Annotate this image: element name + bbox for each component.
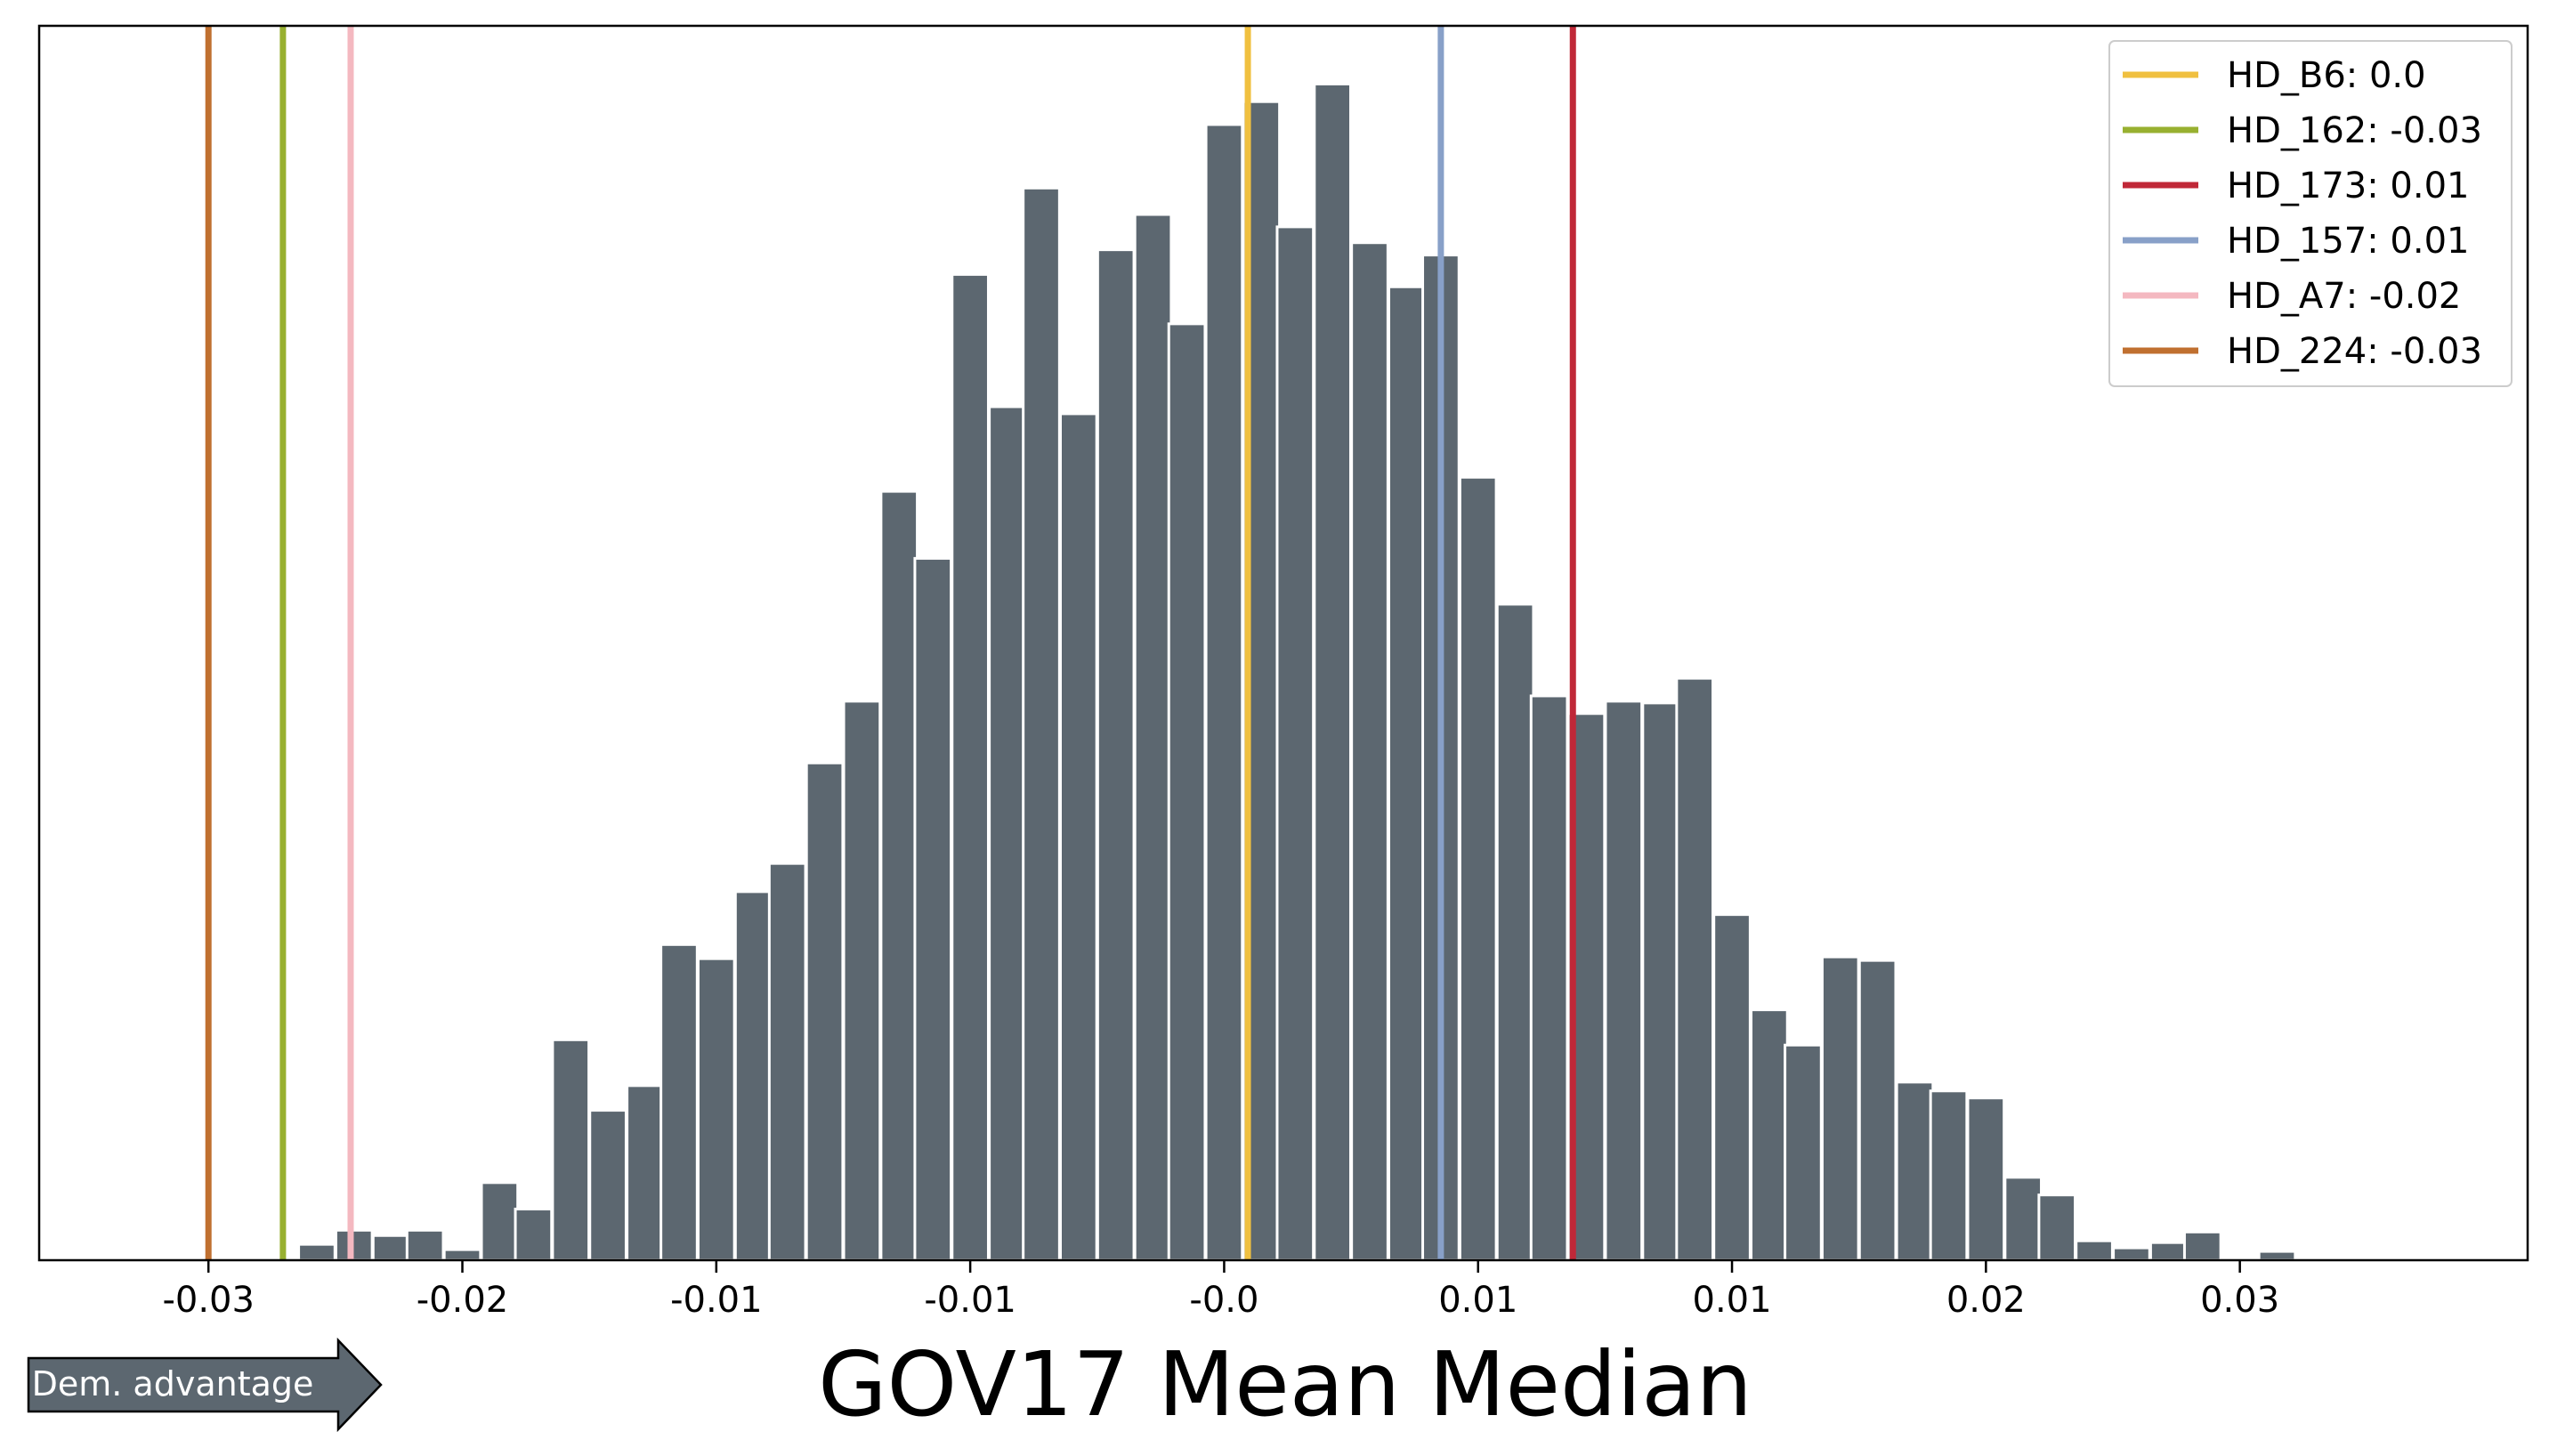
- x-tick-label: -0.02: [417, 1280, 509, 1321]
- histogram-bar: [1895, 1080, 1935, 1262]
- x-tick-label: -0.0: [1189, 1280, 1258, 1321]
- histogram-bar: [1096, 248, 1136, 1262]
- x-tick-label: -0.01: [924, 1280, 1016, 1321]
- histogram-bar: [1387, 285, 1427, 1262]
- histogram-bar: [767, 861, 807, 1262]
- histogram-bar: [913, 556, 953, 1262]
- x-tick-label: -0.03: [162, 1280, 255, 1321]
- histogram-bar: [551, 1038, 591, 1262]
- histogram-bar: [842, 700, 882, 1262]
- histogram-bar: [514, 1208, 554, 1262]
- histogram-bar: [2112, 1246, 2151, 1262]
- histogram-bar: [951, 272, 990, 1262]
- histogram-bar: [1022, 186, 1061, 1262]
- histogram-bar: [1275, 225, 1315, 1262]
- histogram-bar: [1604, 700, 1644, 1262]
- histogram-bar: [988, 405, 1027, 1262]
- histogram-bar: [1675, 676, 1715, 1262]
- histogram-bar: [1712, 913, 1752, 1262]
- histogram-bar: [2148, 1241, 2189, 1262]
- histogram-bar: [2037, 1193, 2077, 1262]
- histogram-bar: [1204, 123, 1244, 1262]
- legend-label: HD_B6: 0.0: [2227, 55, 2426, 96]
- histogram-bar: [1641, 701, 1681, 1262]
- histogram-bar: [1529, 694, 1569, 1262]
- arrow-label: Dem. advantage: [32, 1364, 314, 1403]
- legend-label: HD_224: -0.03: [2227, 331, 2482, 372]
- histogram-bar: [1350, 241, 1389, 1262]
- histogram-bar: [696, 957, 736, 1262]
- legend: HD_B6: 0.0 HD_162: -0.03 HD_173: 0.01 HD_15…: [2108, 40, 2513, 387]
- x-axis-ticks: -0.03 -0.02 -0.01 -0.01 -0.0 0.01 0.01 0.02 0.03: [162, 1260, 2279, 1321]
- histogram-bar: [371, 1234, 411, 1262]
- histogram-bar: [1458, 475, 1498, 1262]
- histogram-bar: [1857, 959, 1898, 1262]
- histogram-bar: [1820, 955, 1860, 1262]
- histogram-bar: [1495, 603, 1535, 1262]
- histogram-bar: [879, 489, 919, 1262]
- x-tick-label: 0.02: [1946, 1280, 2026, 1321]
- histogram-bar: [1133, 213, 1173, 1262]
- histogram-bar: [1750, 1008, 1789, 1262]
- arrow-shape: [27, 1337, 383, 1433]
- histogram-bar: [334, 1228, 374, 1262]
- plot-frame: [37, 24, 2529, 1262]
- histogram-bar: [626, 1084, 665, 1262]
- reference-lines: [205, 26, 1576, 1260]
- legend-label: HD_173: 0.01: [2227, 166, 2469, 206]
- histogram-bar: [1313, 82, 1353, 1262]
- histogram-bar: [1929, 1089, 1969, 1262]
- x-tick-label: 0.01: [1693, 1280, 1772, 1321]
- histogram-bar: [1966, 1096, 2006, 1262]
- legend-label: HD_A7: -0.02: [2227, 276, 2461, 317]
- histogram-bar: [2257, 1250, 2297, 1262]
- histogram-bar: [1784, 1043, 1823, 1262]
- x-tick-label: -0.01: [670, 1280, 763, 1321]
- legend-label: HD_157: 0.01: [2227, 221, 2469, 262]
- histogram-bar: [1167, 322, 1207, 1262]
- histogram-bar: [2182, 1230, 2222, 1262]
- histogram-bar: [2003, 1176, 2043, 1262]
- histogram-bar: [660, 942, 699, 1262]
- histogram-bar: [733, 890, 773, 1262]
- x-tick-label: 0.03: [2200, 1280, 2279, 1321]
- dem-advantage-arrow: Dem. advantage: [27, 1337, 383, 1433]
- legend-label: HD_162: -0.03: [2227, 110, 2482, 151]
- x-tick-label: 0.01: [1438, 1280, 1517, 1321]
- histogram-bar: [805, 761, 845, 1262]
- x-axis-label: GOV17 Mean Median: [818, 1332, 1752, 1436]
- histogram-bar: [297, 1242, 336, 1262]
- histogram-bar: [442, 1248, 482, 1262]
- histogram-bars: [297, 82, 2297, 1262]
- histogram-bar: [588, 1109, 627, 1262]
- histogram-bar: [405, 1228, 445, 1262]
- histogram-bar: [1059, 412, 1098, 1262]
- histogram-bar: [2075, 1239, 2114, 1262]
- legend-box: [2108, 40, 2513, 387]
- histogram-bar: [480, 1181, 520, 1262]
